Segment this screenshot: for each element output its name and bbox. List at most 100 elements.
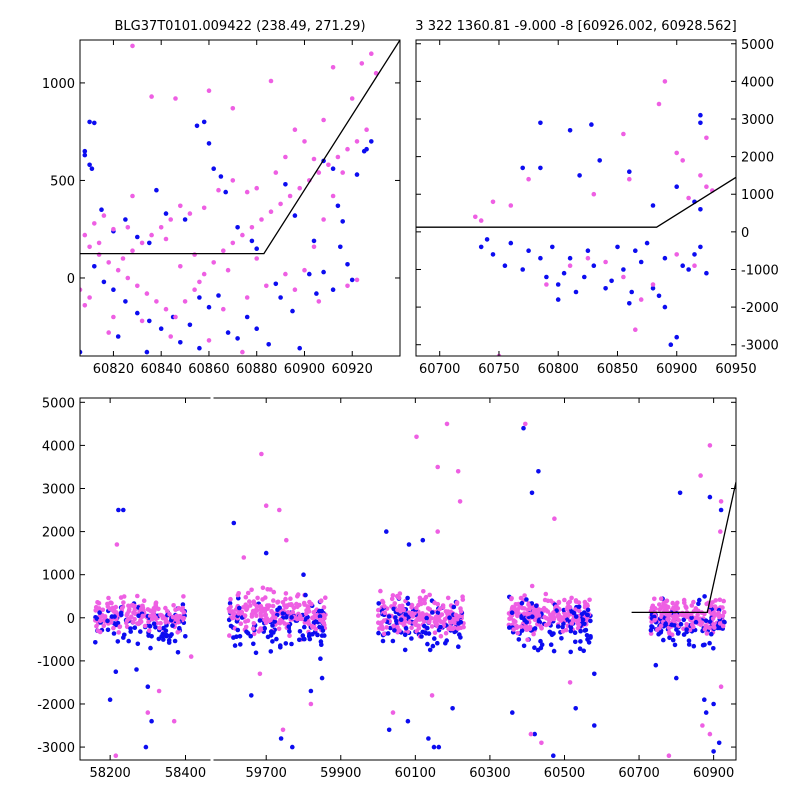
blue-point (681, 617, 687, 623)
blue-point (573, 639, 578, 645)
magenta-point (273, 170, 279, 175)
blue-point (709, 631, 714, 637)
magenta-point (681, 597, 687, 603)
blue-point (135, 641, 141, 647)
blue-point (223, 189, 228, 195)
magenta-point (130, 193, 135, 199)
magenta-point (288, 596, 293, 601)
blue-point (424, 615, 430, 621)
bottom-axes-frame (79, 397, 737, 761)
blue-point (707, 640, 712, 646)
magenta-point (101, 213, 107, 218)
blue-point (318, 656, 323, 661)
blue-point (582, 274, 587, 280)
magenta-point (432, 600, 438, 606)
x-tick-label: 60500 (544, 766, 585, 781)
magenta-point (313, 626, 319, 632)
magenta-point (323, 595, 328, 600)
blue-point (532, 731, 537, 737)
blue-point (490, 252, 496, 257)
magenta-point (250, 608, 256, 614)
blue-point (145, 684, 151, 689)
blue-point (662, 255, 668, 261)
magenta-point (283, 591, 289, 596)
blue-point (703, 710, 709, 715)
blue-point (163, 211, 169, 216)
magenta-point (712, 604, 718, 609)
blue-point (609, 278, 614, 284)
magenta-point (427, 592, 433, 598)
blue-point (307, 271, 312, 277)
magenta-point (114, 610, 119, 615)
blue-point (539, 642, 545, 647)
blue-point (297, 629, 303, 634)
magenta-point (111, 625, 116, 631)
blue-point (403, 626, 409, 631)
magenta-point (438, 619, 444, 625)
y-tick-label: 3000 (741, 113, 774, 128)
magenta-point (382, 610, 388, 616)
magenta-point (417, 595, 423, 601)
magenta-point (302, 139, 307, 144)
blue-point (597, 158, 602, 163)
blue-point (268, 649, 274, 654)
blue-point (151, 621, 157, 626)
magenta-point (125, 225, 131, 230)
magenta-point (524, 611, 530, 617)
magenta-point (82, 232, 88, 238)
magenta-point (577, 608, 582, 614)
magenta-point (249, 225, 255, 230)
blue-point (278, 645, 283, 650)
magenta-point (145, 710, 151, 715)
blue-point (319, 642, 324, 647)
blue-point (656, 293, 662, 299)
blue-point (711, 646, 716, 651)
magenta-point (149, 232, 154, 238)
plot-area (93, 421, 736, 758)
blue-point (80, 349, 83, 355)
y-tick-label: -1000 (37, 655, 75, 670)
magenta-point (710, 616, 716, 621)
magenta-point (230, 106, 236, 111)
magenta-point (515, 630, 520, 636)
blue-point (627, 301, 632, 306)
x-tick-label: 60700 (618, 766, 659, 781)
magenta-point (243, 594, 249, 600)
blue-point (430, 610, 435, 615)
x-tick-label: 58200 (89, 766, 130, 781)
blue-point (698, 244, 703, 250)
blue-point (82, 152, 88, 158)
blue-point (253, 650, 259, 656)
magenta-point (311, 244, 317, 250)
magenta-point (439, 612, 445, 617)
blue-point (698, 120, 703, 126)
magenta-point (302, 267, 307, 273)
blue-point (153, 625, 158, 630)
blue-point (105, 618, 110, 624)
magenta-point (692, 263, 697, 269)
blue-point (287, 629, 292, 634)
blue-point (158, 326, 164, 332)
blue-point (254, 326, 259, 332)
magenta-point (255, 595, 260, 601)
magenta-point (130, 43, 135, 49)
magenta-point (627, 176, 632, 182)
magenta-point (395, 607, 400, 613)
blue-point (432, 636, 437, 641)
magenta-point (131, 610, 136, 616)
magenta-point (392, 601, 398, 606)
magenta-point (178, 203, 183, 209)
magenta-point (330, 193, 336, 199)
blue-point (87, 162, 92, 168)
blue-point (87, 119, 92, 125)
blue-point (330, 166, 336, 171)
magenta-point (321, 217, 326, 222)
magenta-point (124, 613, 130, 618)
blue-point (319, 633, 325, 638)
blue-point (386, 614, 392, 619)
blue-point (384, 529, 389, 534)
blue-point (661, 637, 666, 643)
magenta-point (638, 297, 644, 302)
magenta-point (318, 598, 324, 604)
magenta-point (201, 271, 207, 277)
